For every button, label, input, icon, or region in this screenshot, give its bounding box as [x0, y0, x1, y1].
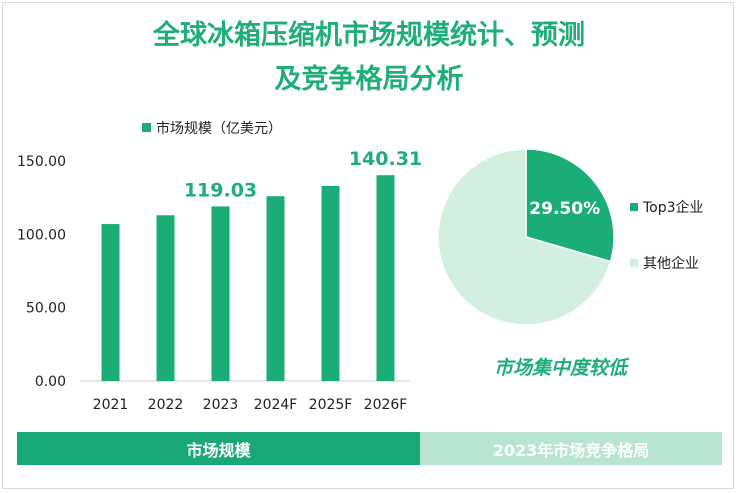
pie-legend-label: Top3企业	[642, 199, 704, 216]
x-tick-label: 2022	[148, 397, 184, 413]
pie-slice-2	[437, 148, 612, 326]
footer-competition: 2023年市场竞争格局	[420, 432, 722, 465]
bar-2025F	[321, 185, 340, 381]
bar-2022	[156, 215, 175, 381]
pie-slice-1	[525, 148, 615, 263]
footer-market-size: 市场规模	[17, 432, 420, 465]
x-tick-label: 2025F	[309, 397, 353, 413]
bar-2026F	[376, 175, 395, 381]
title-line-2: 及竞争格局分析	[274, 64, 464, 95]
x-tick-label: 2021	[93, 397, 129, 413]
chart-title: 全球冰箱压缩机市场规模统计、预测 及竞争格局分析	[0, 14, 738, 102]
y-tick-label: 150.00	[17, 154, 66, 170]
x-tick-label: 2023	[203, 397, 239, 413]
data-label-2023: 119.03	[184, 179, 257, 201]
legend-label: 市场规模（亿美元）	[156, 120, 282, 137]
data-label-2026F: 140.31	[349, 148, 422, 170]
concentration-note: 市场集中度较低	[494, 357, 628, 379]
y-tick-label: 50.00	[26, 301, 66, 317]
pie-legend-label: 其他企业	[643, 255, 699, 272]
x-tick-label: 2026F	[364, 397, 408, 413]
pie-legend-swatch	[630, 203, 638, 211]
pie-legend-swatch	[630, 259, 638, 267]
bar-2024F	[266, 196, 285, 381]
chart-frame	[2, 2, 734, 489]
legend-swatch	[142, 123, 151, 132]
y-tick-label: 100.00	[17, 227, 66, 243]
bar-2023	[211, 206, 230, 381]
bar-2021	[101, 224, 120, 381]
title-line-1: 全球冰箱压缩机市场规模统计、预测	[153, 20, 585, 51]
pie-slice-label: 29.50%	[529, 199, 600, 219]
y-tick-label: 0.00	[35, 374, 66, 390]
x-tick-label: 2024F	[254, 397, 298, 413]
